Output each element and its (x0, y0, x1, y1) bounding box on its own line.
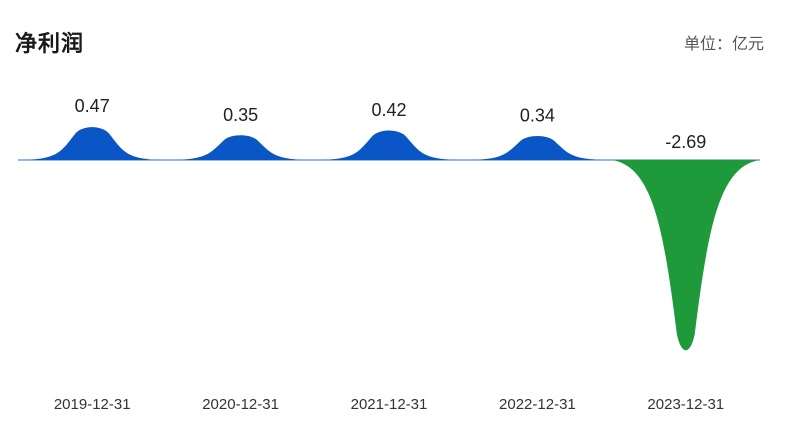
value-label: 0.47 (75, 96, 110, 116)
value-label: 0.35 (223, 105, 258, 125)
value-label: -2.69 (665, 132, 706, 152)
chart-title: 净利润 (15, 32, 85, 57)
profit-mark-2020-12-31 (166, 135, 315, 160)
category-label: 2023-12-31 (647, 396, 724, 413)
value-label: 0.34 (520, 106, 555, 126)
profit-mark-2022-12-31 (463, 135, 612, 160)
profit-mark-2023-12-31 (611, 160, 760, 351)
category-label: 2021-12-31 (351, 396, 428, 413)
value-label: 0.42 (371, 100, 406, 120)
category-label: 2020-12-31 (202, 396, 279, 413)
unit-label: 单位：亿元 (683, 34, 764, 53)
profit-mark-2021-12-31 (314, 130, 464, 160)
category-label: 2022-12-31 (499, 396, 576, 413)
profit-mark-2019-12-31 (18, 127, 167, 160)
category-label: 2019-12-31 (54, 396, 131, 413)
